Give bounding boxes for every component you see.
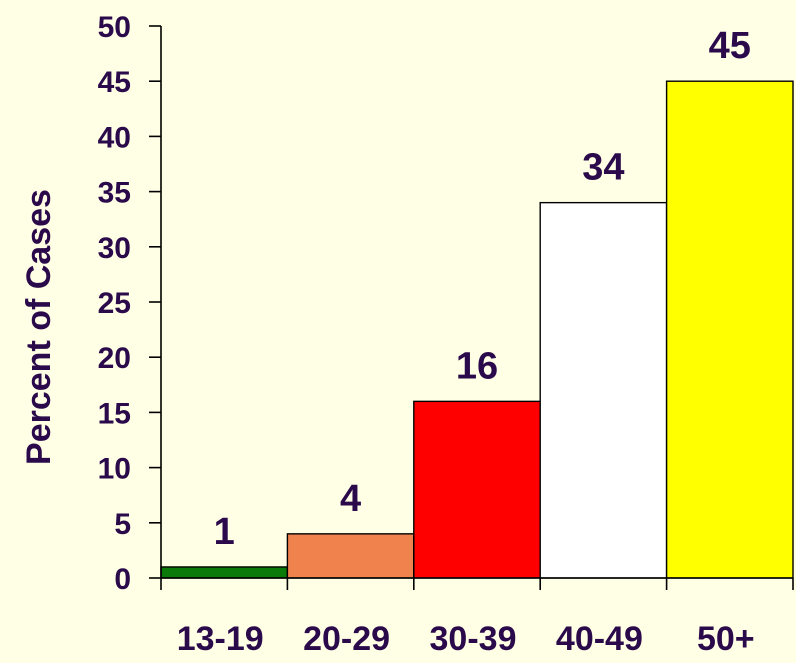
y-tick-label-35: 35 — [98, 177, 131, 210]
data-label-40-49: 34 — [582, 147, 624, 189]
bar-30-39 — [413, 400, 541, 579]
y-tick-label-10: 10 — [98, 453, 131, 486]
y-tick-label-40: 40 — [98, 121, 131, 154]
y-tick-label-25: 25 — [98, 287, 131, 320]
y-tick-label-30: 30 — [98, 232, 131, 265]
y-tick-label-20: 20 — [98, 342, 131, 375]
y-axis-title: Percent of Cases — [20, 189, 58, 465]
x-tick-label-13-19: 13-19 — [177, 620, 264, 658]
y-tick-label-15: 15 — [98, 397, 131, 430]
data-label-13-19: 1 — [214, 511, 235, 553]
x-tick-label-30-39: 30-39 — [430, 620, 517, 658]
bar-50+ — [665, 80, 794, 579]
y-tick-label-50: 50 — [98, 11, 131, 44]
data-label-20-29: 4 — [340, 478, 361, 520]
y-tick-label-45: 45 — [98, 66, 131, 99]
bar-40-49 — [539, 201, 668, 579]
y-tick-label-0: 0 — [114, 563, 131, 596]
bars-group — [160, 80, 794, 579]
data-label-50+: 45 — [709, 25, 751, 67]
x-tick-label-40-49: 40-49 — [556, 620, 643, 658]
y-axis: 0 5 10 15 20 25 30 35 40 45 50 — [98, 11, 162, 596]
y-tick-label-5: 5 — [114, 508, 131, 541]
data-label-30-39: 16 — [456, 345, 498, 387]
x-axis: 13-19 20-29 30-39 40-49 50+ — [160, 577, 794, 658]
x-tick-label-50+: 50+ — [697, 620, 755, 658]
data-labels-group: 1 4 16 34 45 — [214, 25, 751, 553]
bar-13-19 — [160, 566, 289, 579]
x-tick-label-20-29: 20-29 — [303, 620, 390, 658]
bar-20-29 — [286, 533, 415, 579]
